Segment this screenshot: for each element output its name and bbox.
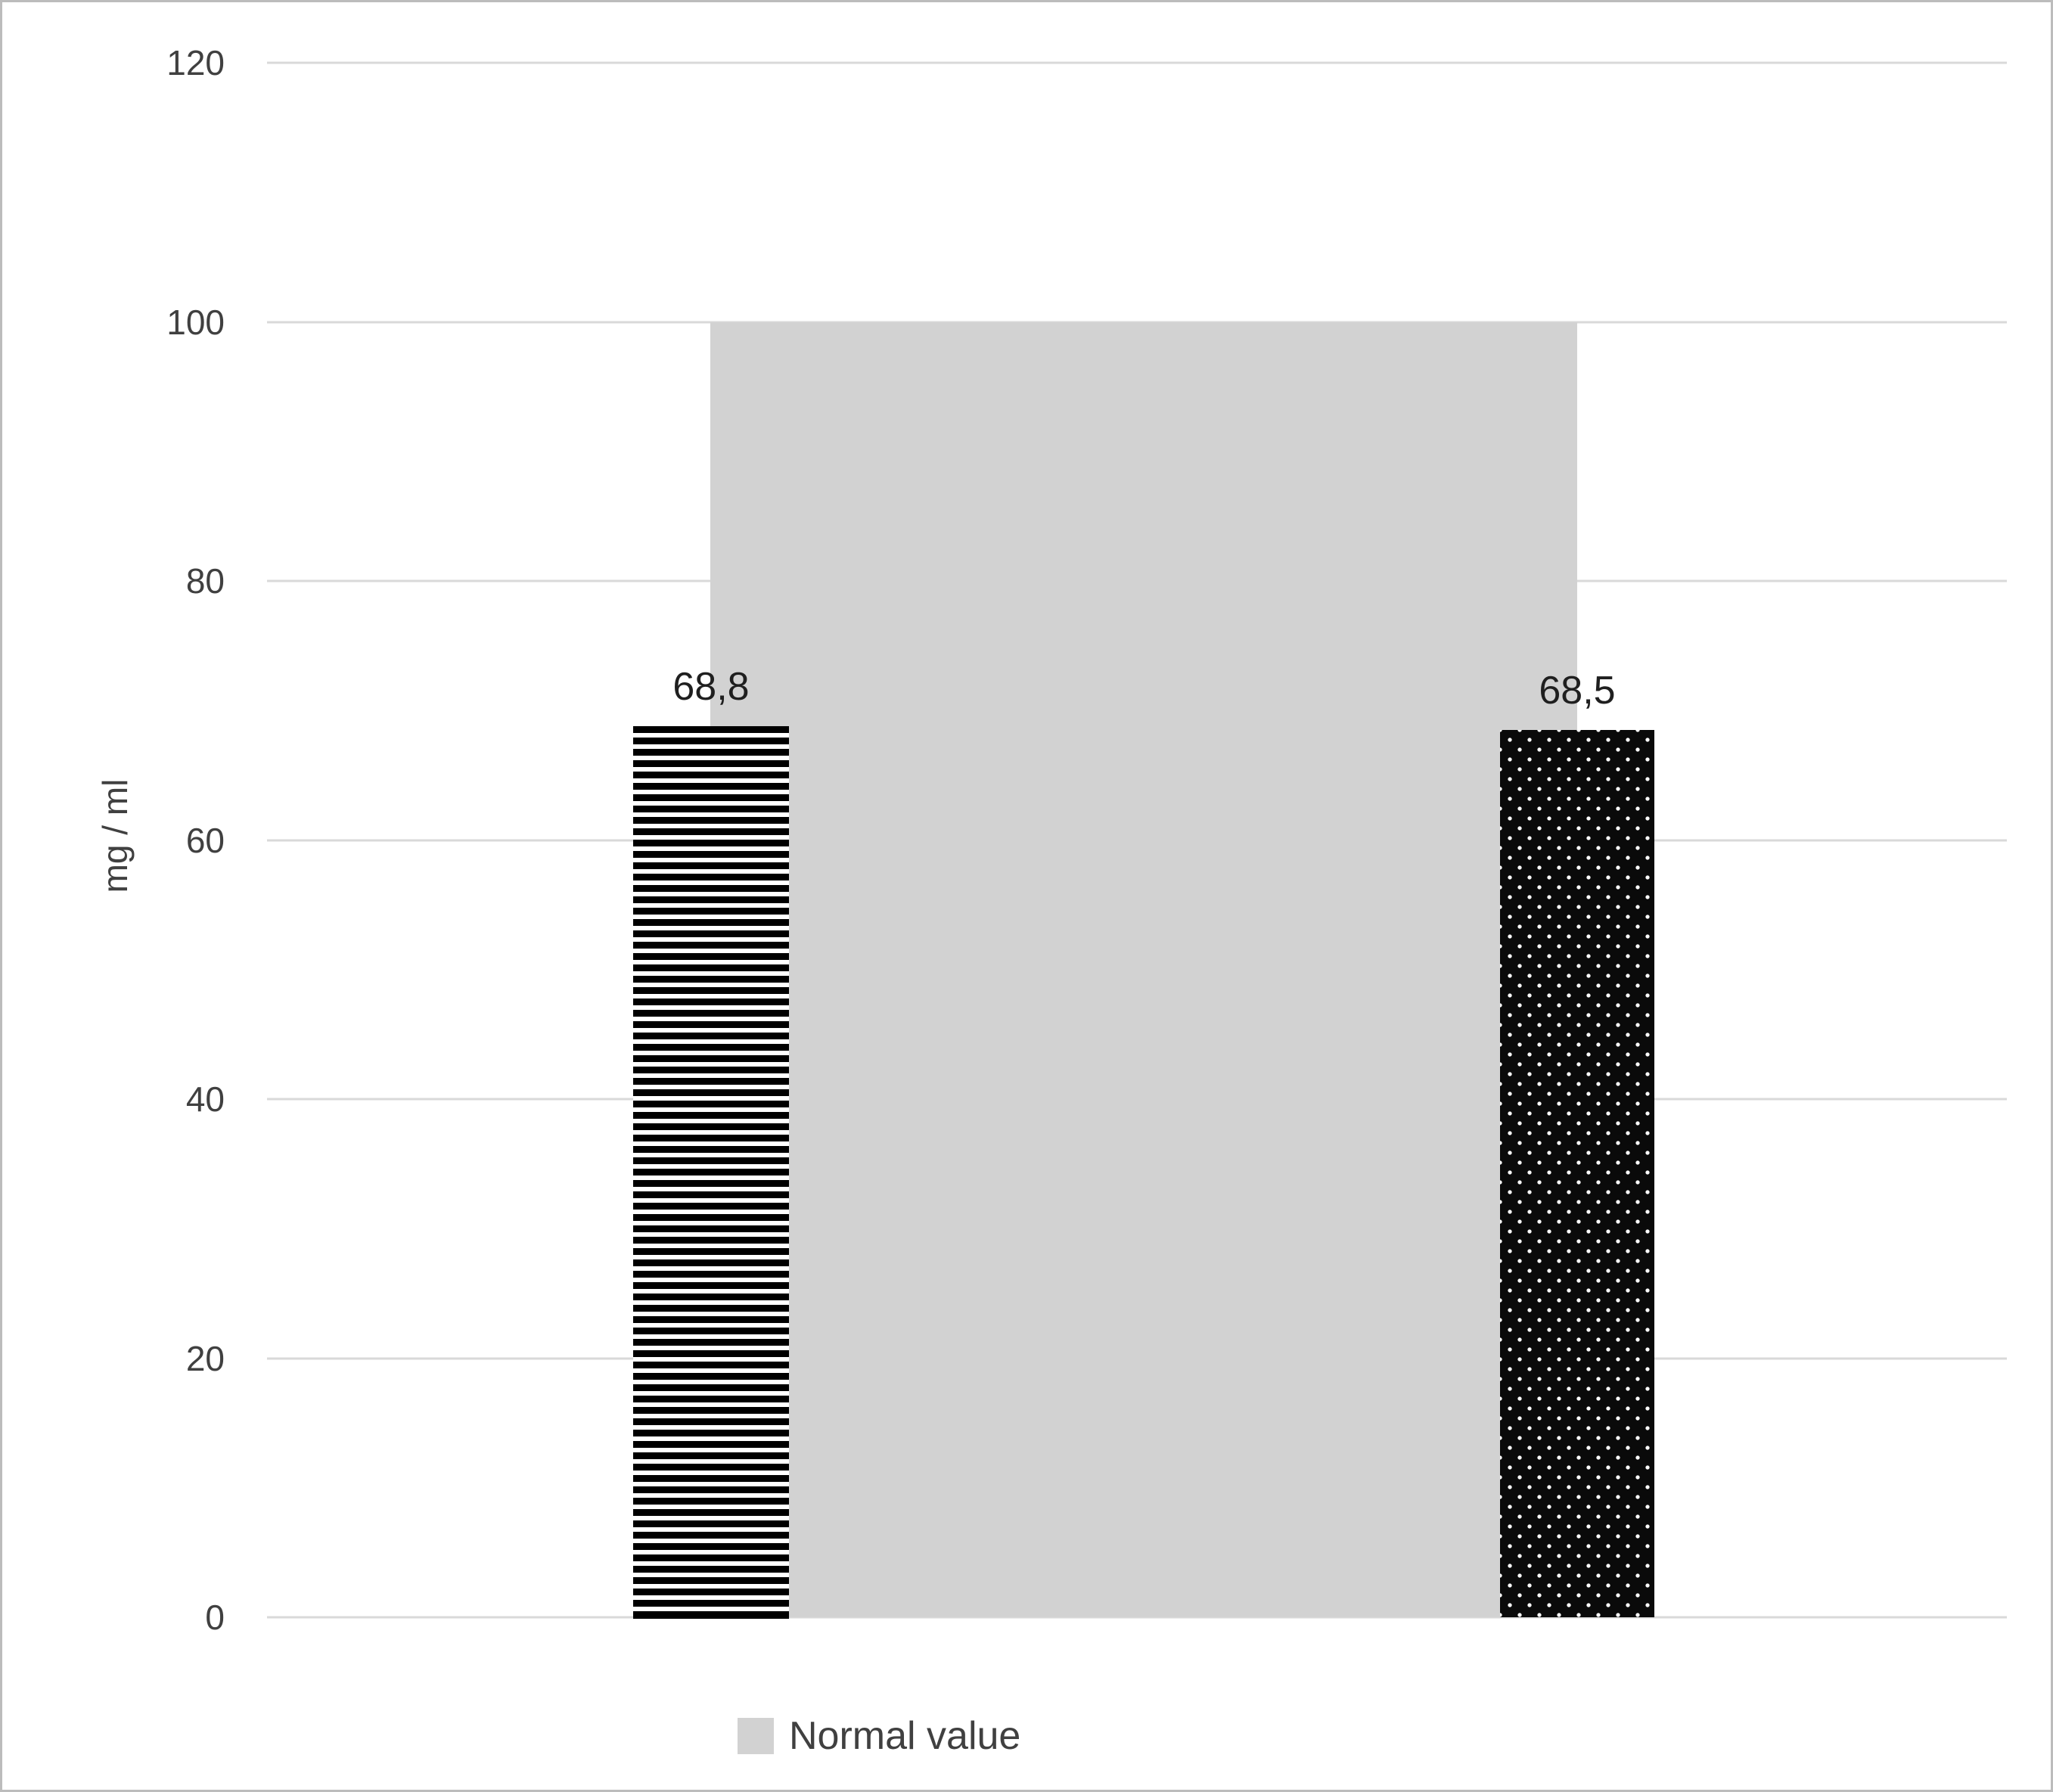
y-axis-title: mg / ml	[95, 778, 135, 893]
y-tick-label: 60	[185, 820, 225, 860]
legend-swatch-icon	[738, 1718, 774, 1754]
y-tick-label: 100	[166, 302, 225, 342]
gridline	[267, 1616, 2007, 1619]
bar-value-label: 68,8	[672, 664, 750, 709]
y-tick-label: 80	[185, 561, 225, 601]
y-tick-label: 120	[166, 43, 225, 82]
bar-striped	[633, 725, 789, 1619]
plot-area: 68,8 68,5	[267, 61, 2007, 1619]
bar-value-label: 68,5	[1539, 668, 1616, 713]
normal-value-band	[710, 321, 1577, 1617]
y-tick-label: 40	[185, 1079, 225, 1119]
legend-label: Normal value	[789, 1714, 1021, 1758]
legend: Normal value	[738, 1713, 1020, 1759]
y-tick-label: 0	[205, 1598, 225, 1637]
y-tick-label: 20	[185, 1338, 225, 1378]
y-axis-ticks: 0 20 40 60 80 100 120	[2, 43, 244, 1637]
bar-dotted	[1500, 729, 1654, 1617]
gridline	[267, 61, 2007, 64]
